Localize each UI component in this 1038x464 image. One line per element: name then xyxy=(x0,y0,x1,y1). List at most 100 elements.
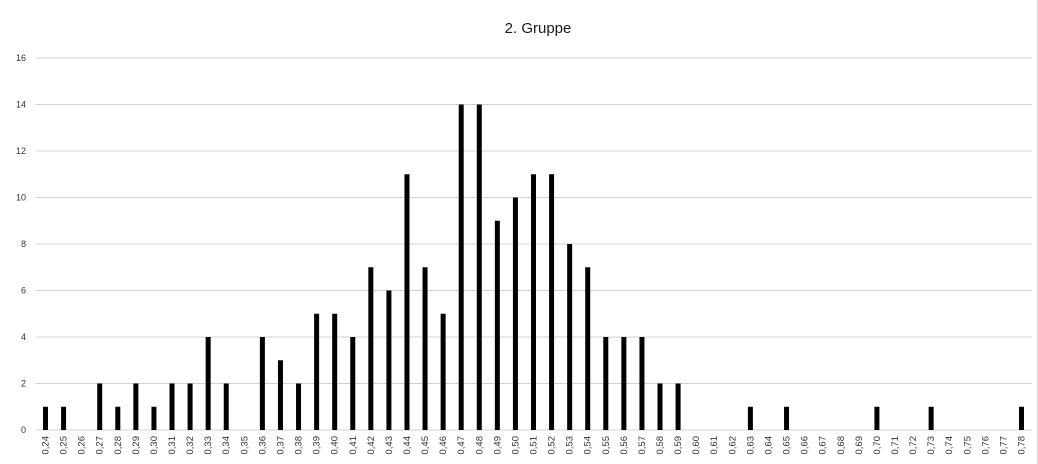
bar xyxy=(531,174,536,430)
x-tick-label: 0,70 xyxy=(872,436,883,455)
bar xyxy=(549,174,555,430)
bar xyxy=(422,267,428,430)
x-tick-label: 0,67 xyxy=(818,436,829,455)
x-tick-label: 0,41 xyxy=(348,436,359,455)
x-tick-label: 0,58 xyxy=(655,436,666,455)
bar xyxy=(368,267,374,430)
bar xyxy=(97,383,103,430)
x-tick-label: 0,50 xyxy=(510,436,521,455)
x-tick-label: 0,51 xyxy=(529,436,540,455)
x-tick-label: 0,55 xyxy=(601,436,612,455)
bar xyxy=(784,406,790,430)
bar xyxy=(169,383,175,430)
bar xyxy=(259,337,265,430)
chart-title: 2. Gruppe xyxy=(504,20,572,37)
x-tick-label: 0,25 xyxy=(59,436,70,455)
x-tick-label: 0,66 xyxy=(800,436,811,455)
x-tick-label: 0,59 xyxy=(673,436,684,455)
x-tick-label: 0,73 xyxy=(926,436,937,455)
bar xyxy=(223,383,229,430)
bar xyxy=(747,406,753,430)
bar xyxy=(639,337,645,430)
x-tick-label: 0,26 xyxy=(77,436,88,455)
x-tick-label: 0,47 xyxy=(456,436,467,455)
bar xyxy=(314,313,320,430)
y-tick-label: 10 xyxy=(16,193,26,203)
x-tick-label: 0,63 xyxy=(745,436,756,455)
x-tick-label: 0,24 xyxy=(41,436,52,455)
x-tick-label: 0,76 xyxy=(980,436,991,455)
bar xyxy=(458,104,464,430)
x-tick-label: 0,40 xyxy=(330,436,341,455)
x-tick-label: 0,29 xyxy=(131,436,142,455)
bar xyxy=(512,197,518,430)
x-tick-label: 0,68 xyxy=(836,436,847,455)
bar xyxy=(296,383,302,430)
bar xyxy=(277,360,283,430)
y-tick-label: 2 xyxy=(21,379,26,389)
bar xyxy=(386,290,392,430)
bar xyxy=(1019,406,1024,430)
x-tick-label: 0,78 xyxy=(1017,436,1028,455)
x-tick-label: 0,72 xyxy=(908,436,919,455)
x-tick-label: 0,31 xyxy=(167,436,178,455)
bar xyxy=(404,174,410,430)
bar xyxy=(187,383,193,430)
x-tick-label: 0,57 xyxy=(637,436,648,455)
x-tick-label: 0,54 xyxy=(583,436,594,455)
x-tick-label: 0,37 xyxy=(275,436,286,455)
bar xyxy=(928,406,934,430)
x-tick-label: 0,56 xyxy=(619,436,630,455)
bar xyxy=(205,337,211,430)
x-tick-label: 0,62 xyxy=(727,436,738,455)
bar xyxy=(43,406,48,430)
x-tick-label: 0,74 xyxy=(944,436,955,455)
bar xyxy=(567,244,573,430)
x-tick-label: 0,60 xyxy=(691,436,702,455)
x-tick-label: 0,77 xyxy=(998,436,1009,455)
x-tick-label: 0,52 xyxy=(547,436,558,455)
x-tick-label: 0,38 xyxy=(294,436,305,455)
x-tick-label: 0,61 xyxy=(709,436,720,455)
bar xyxy=(657,383,663,430)
y-tick-label: 0 xyxy=(21,425,26,435)
bar xyxy=(151,406,157,430)
bar xyxy=(133,383,139,430)
y-tick-label: 12 xyxy=(16,146,26,156)
x-tick-label: 0,42 xyxy=(366,436,377,455)
x-tick-label: 0,35 xyxy=(239,436,250,455)
x-tick-label: 0,65 xyxy=(782,436,793,455)
y-tick-label: 8 xyxy=(21,239,26,249)
bar xyxy=(350,337,356,430)
x-tick-label: 0,46 xyxy=(438,436,449,455)
x-tick-label: 0,44 xyxy=(402,436,413,455)
x-tick-label: 0,69 xyxy=(854,436,865,455)
x-tick-label: 0,33 xyxy=(203,436,214,455)
x-tick-label: 0,48 xyxy=(474,436,485,455)
x-tick-label: 0,53 xyxy=(565,436,576,455)
bar xyxy=(476,104,482,430)
bar xyxy=(494,220,500,430)
x-tick-label: 0,43 xyxy=(384,436,395,455)
x-tick-label: 0,32 xyxy=(185,436,196,455)
bar xyxy=(675,383,681,430)
y-tick-label: 14 xyxy=(16,100,26,110)
bar xyxy=(440,313,446,430)
bar xyxy=(332,313,338,430)
x-tick-label: 0,39 xyxy=(312,436,323,455)
x-tick-label: 0,64 xyxy=(763,436,774,455)
bar xyxy=(585,267,591,430)
bar xyxy=(61,406,67,430)
bar xyxy=(621,337,627,430)
bar xyxy=(603,337,609,430)
x-tick-label: 0,34 xyxy=(221,436,232,455)
y-tick-label: 4 xyxy=(21,332,26,342)
x-tick-label: 0,30 xyxy=(149,436,160,455)
y-tick-label: 6 xyxy=(21,286,26,296)
x-tick-label: 0,49 xyxy=(492,436,503,455)
x-tick-label: 0,36 xyxy=(257,436,268,455)
x-tick-label: 0,28 xyxy=(113,436,124,455)
x-tick-label: 0,45 xyxy=(420,436,431,455)
